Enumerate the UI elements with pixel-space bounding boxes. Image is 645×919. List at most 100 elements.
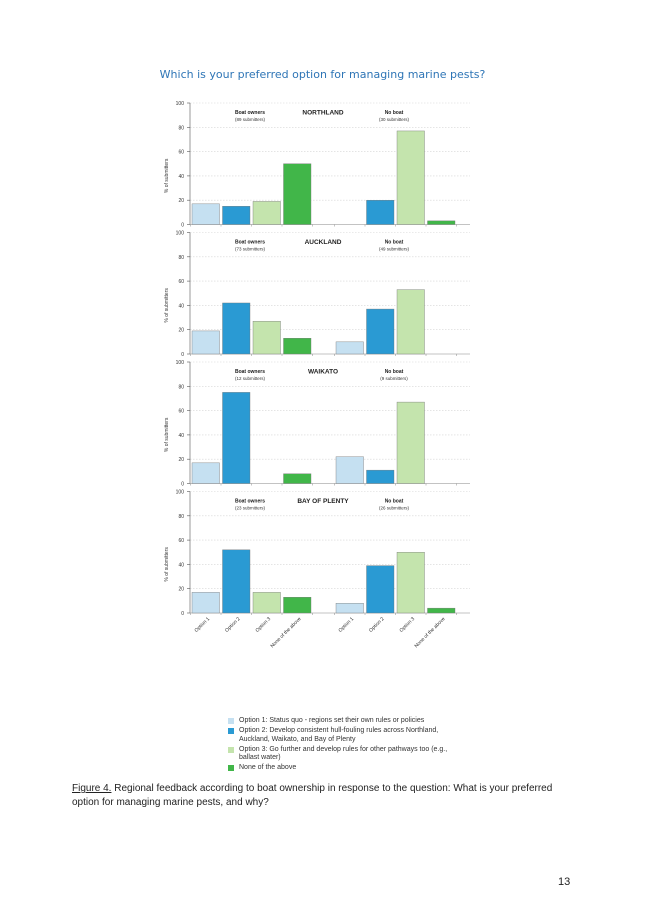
legend-item-none: None of the above [228, 764, 469, 773]
group-sublabel: (23 submitters) [235, 506, 266, 511]
caption-text: Regional feedback according to boat owne… [72, 783, 553, 808]
y-tick-label: 60 [178, 538, 184, 544]
bar-northland-boat-owners-2 [222, 206, 251, 225]
caption-label: Figure 4. [72, 783, 112, 794]
bar-bay-of-plenty-no-boat-3 [396, 552, 425, 614]
x-category-label: Option 1 [338, 616, 356, 634]
group-label-boat-owners: Boat owners [235, 369, 265, 375]
panel-title-bay-of-plenty: BAY OF PLENTY [297, 498, 349, 505]
bar-auckland-boat-owners-1 [191, 330, 220, 355]
y-tick-label: 40 [178, 174, 184, 180]
chart-title: Which is your preferred option for manag… [159, 68, 486, 81]
bar-northland-no-boat-2 [366, 199, 395, 225]
bar-northland-boat-owners-1 [191, 203, 220, 225]
y-tick-label: 60 [178, 409, 184, 415]
group-sublabel: (89 submitters) [235, 117, 266, 122]
group-label-boat-owners: Boat owners [235, 240, 265, 246]
y-tick-label: 100 [176, 231, 185, 237]
y-tick-label: 100 [176, 490, 185, 496]
bar-auckland-no-boat-1 [335, 341, 364, 355]
y-tick-label: 20 [178, 198, 184, 204]
legend-item-option-3: Option 3: Go further and develop rules f… [228, 746, 469, 763]
bar-bay-of-plenty-boat-owners-3 [252, 592, 281, 614]
y-tick-label: 40 [178, 303, 184, 309]
legend-swatch-option-3 [228, 746, 234, 753]
y-tick-label: 60 [178, 279, 184, 285]
y-tick-label: 60 [178, 150, 184, 156]
bar-auckland-no-boat-3 [396, 289, 425, 355]
legend-item-option-2: Option 2: Develop consistent hull-foulin… [228, 727, 469, 744]
bar-waikato-no-boat-2 [366, 469, 395, 484]
y-tick-label: 100 [176, 101, 185, 107]
bar-waikato-no-boat-3 [396, 401, 425, 484]
x-category-label: Option 2 [368, 616, 386, 634]
y-tick-label: 80 [178, 514, 184, 520]
bar-bay-of-plenty-no-boat-1 [335, 603, 364, 614]
bar-waikato-no-boat-1 [335, 456, 364, 484]
legend-label-option-3: Option 3: Go further and develop rules f… [239, 745, 448, 762]
y-axis-label: % of submitters [164, 547, 170, 582]
group-sublabel: (73 submitters) [235, 247, 266, 252]
x-category-label: Option 2 [224, 616, 242, 634]
y-tick-label: 0 [181, 352, 184, 358]
bar-auckland-boat-owners-3 [252, 320, 281, 355]
y-axis-label: % of submitters [164, 288, 170, 323]
group-label-no-boat: No boat [385, 240, 404, 246]
x-category-label: Option 3 [399, 616, 417, 634]
bar-auckland-boat-owners-2 [222, 302, 251, 355]
legend-label-none: None of the above [239, 764, 297, 771]
y-tick-label: 20 [178, 328, 184, 334]
y-tick-label: 80 [178, 384, 184, 390]
chart-legend: Option 1: Status quo - regions set their… [228, 717, 469, 774]
bar-auckland-boat-owners-4 [283, 338, 312, 355]
group-sublabel: (49 submitters) [379, 247, 410, 252]
bar-bay-of-plenty-boat-owners-1 [191, 592, 220, 614]
legend-swatch-option-1 [228, 718, 234, 724]
bar-waikato-boat-owners-4 [283, 473, 312, 484]
bar-bay-of-plenty-no-boat-4 [427, 607, 456, 614]
x-category-label: Option 1 [194, 616, 212, 634]
y-tick-label: 80 [178, 125, 184, 131]
legend-item-option-1: Option 1: Status quo - regions set their… [228, 717, 469, 726]
group-sublabel: (9 submitters) [380, 376, 408, 381]
y-tick-label: 0 [181, 611, 184, 617]
bar-bay-of-plenty-no-boat-2 [366, 565, 395, 614]
panel-title-northland: NORTHLAND [302, 110, 343, 117]
panel-title-auckland: AUCKLAND [305, 239, 342, 246]
page-number: 13 [558, 876, 571, 888]
bar-northland-no-boat-4 [427, 220, 456, 225]
bar-northland-boat-owners-4 [283, 163, 312, 225]
legend-label-option-1: Option 1: Status quo - regions set their… [239, 717, 425, 724]
group-label-no-boat: No boat [385, 499, 404, 505]
bar-auckland-no-boat-2 [366, 308, 395, 355]
legend-swatch-option-2 [228, 728, 234, 734]
x-category-label: Option 3 [255, 616, 273, 634]
group-label-boat-owners: Boat owners [235, 499, 265, 505]
bar-northland-no-boat-3 [396, 130, 425, 225]
bar-bay-of-plenty-boat-owners-4 [283, 597, 312, 614]
x-category-label: None of the above [270, 616, 303, 649]
group-label-no-boat: No boat [385, 369, 404, 375]
legend-label-option-2: Option 2: Develop consistent hull-foulin… [239, 727, 439, 743]
y-tick-label: 20 [178, 457, 184, 463]
figure-caption: Figure 4. Regional feedback according to… [72, 782, 572, 810]
x-category-label: None of the above [414, 616, 447, 649]
y-tick-label: 100 [176, 360, 185, 366]
group-label-boat-owners: Boat owners [235, 110, 265, 116]
bar-waikato-boat-owners-1 [191, 462, 220, 484]
chart-figure: 0 20 40 60 80 100 % of submitters NORTHLAND Boat… [164, 101, 470, 649]
y-axis-label: % of submitters [164, 417, 170, 452]
bar-northland-boat-owners-3 [252, 201, 281, 225]
y-tick-label: 40 [178, 433, 184, 439]
group-sublabel: (30 submitters) [379, 117, 410, 122]
legend-swatch-none [228, 765, 234, 771]
y-axis-label: % of submitters [164, 158, 170, 193]
y-tick-label: 40 [178, 562, 184, 568]
group-sublabel: (26 submitters) [379, 506, 410, 511]
y-tick-label: 20 [178, 587, 184, 593]
panel-title-waikato: WAIKATO [308, 369, 338, 376]
group-label-no-boat: No boat [385, 110, 404, 116]
bar-bay-of-plenty-boat-owners-2 [222, 549, 251, 614]
y-tick-label: 0 [181, 223, 184, 229]
y-tick-label: 80 [178, 255, 184, 261]
